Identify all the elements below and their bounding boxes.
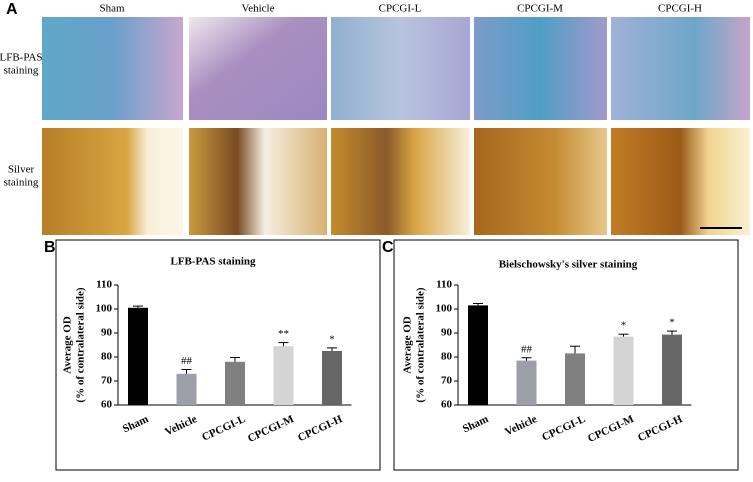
column-header: Vehicle bbox=[242, 3, 275, 15]
micrograph bbox=[611, 128, 750, 235]
x-tick-label: Vehicle bbox=[503, 413, 539, 438]
y-axis-label: (% of contralateral side) bbox=[415, 287, 427, 402]
y-tick-label: 90 bbox=[441, 327, 453, 339]
y-axis-label: Average OD bbox=[402, 316, 414, 374]
row-label: Silver bbox=[8, 164, 35, 176]
y-tick-label: 70 bbox=[441, 375, 453, 387]
bar bbox=[565, 353, 585, 405]
row-label: LFB-PAS bbox=[0, 52, 43, 64]
micrograph bbox=[474, 17, 607, 120]
x-tick-label: Sham bbox=[461, 413, 490, 435]
y-axis-label: (% of contralateral side) bbox=[75, 287, 87, 402]
y-tick-label: 80 bbox=[441, 351, 453, 363]
x-tick-label: CPCGI-M bbox=[586, 413, 636, 445]
x-tick-label: CPCGI-H bbox=[296, 413, 345, 444]
column-header: CPCGI-H bbox=[658, 3, 702, 15]
bar bbox=[273, 346, 294, 405]
bar bbox=[516, 360, 537, 405]
x-tick-label: CPCGI-L bbox=[540, 413, 587, 444]
bar bbox=[322, 351, 342, 405]
y-tick-label: 90 bbox=[101, 327, 113, 339]
micrograph bbox=[189, 128, 327, 235]
column-header: CPCGI-M bbox=[517, 3, 563, 15]
panel-label: B bbox=[44, 239, 56, 256]
panel-frame bbox=[393, 239, 739, 471]
y-tick-label: 60 bbox=[101, 399, 113, 411]
micrograph bbox=[331, 128, 470, 235]
micrographs bbox=[42, 17, 750, 235]
x-tick-label: CPCGI-L bbox=[200, 413, 247, 444]
x-tick-label: CPCGI-H bbox=[636, 413, 685, 444]
significance-label: * bbox=[669, 317, 675, 329]
y-axis-label: Average OD bbox=[62, 316, 74, 374]
significance-label: ** bbox=[278, 328, 289, 340]
bar bbox=[225, 361, 245, 405]
y-tick-label: 100 bbox=[96, 303, 113, 315]
row-label: staining bbox=[4, 177, 39, 189]
significance-label: ## bbox=[521, 343, 533, 355]
x-tick-label: Sham bbox=[121, 413, 150, 435]
panel-label: A bbox=[6, 1, 18, 18]
column-header: Sham bbox=[99, 3, 125, 15]
bar bbox=[468, 305, 488, 405]
chart-title: Bielschowsky's silver staining bbox=[499, 259, 638, 271]
micrograph bbox=[611, 17, 750, 120]
bar bbox=[176, 373, 197, 405]
micrograph bbox=[42, 17, 183, 120]
y-tick-label: 110 bbox=[436, 279, 452, 291]
y-tick-label: 100 bbox=[436, 303, 453, 315]
y-tick-label: 110 bbox=[96, 279, 112, 291]
panel-label: C bbox=[382, 239, 394, 256]
y-tick-label: 70 bbox=[101, 375, 113, 387]
row-label: staining bbox=[4, 65, 39, 77]
x-tick-label: CPCGI-M bbox=[246, 413, 296, 445]
bar bbox=[128, 307, 148, 405]
bar bbox=[662, 334, 682, 405]
micrograph bbox=[42, 128, 183, 235]
significance-label: ## bbox=[181, 355, 193, 367]
x-tick-label: Vehicle bbox=[163, 413, 199, 438]
significance-label: * bbox=[621, 320, 627, 332]
micrograph bbox=[331, 17, 470, 120]
chart-title: LFB-PAS staining bbox=[170, 256, 256, 268]
y-tick-label: 60 bbox=[441, 399, 453, 411]
micrograph bbox=[189, 17, 327, 120]
significance-label: * bbox=[329, 333, 335, 345]
micrograph bbox=[474, 128, 607, 235]
column-header: CPCGI-L bbox=[379, 3, 422, 15]
bar bbox=[613, 336, 634, 405]
y-tick-label: 80 bbox=[101, 351, 113, 363]
panel-frame bbox=[55, 239, 381, 471]
